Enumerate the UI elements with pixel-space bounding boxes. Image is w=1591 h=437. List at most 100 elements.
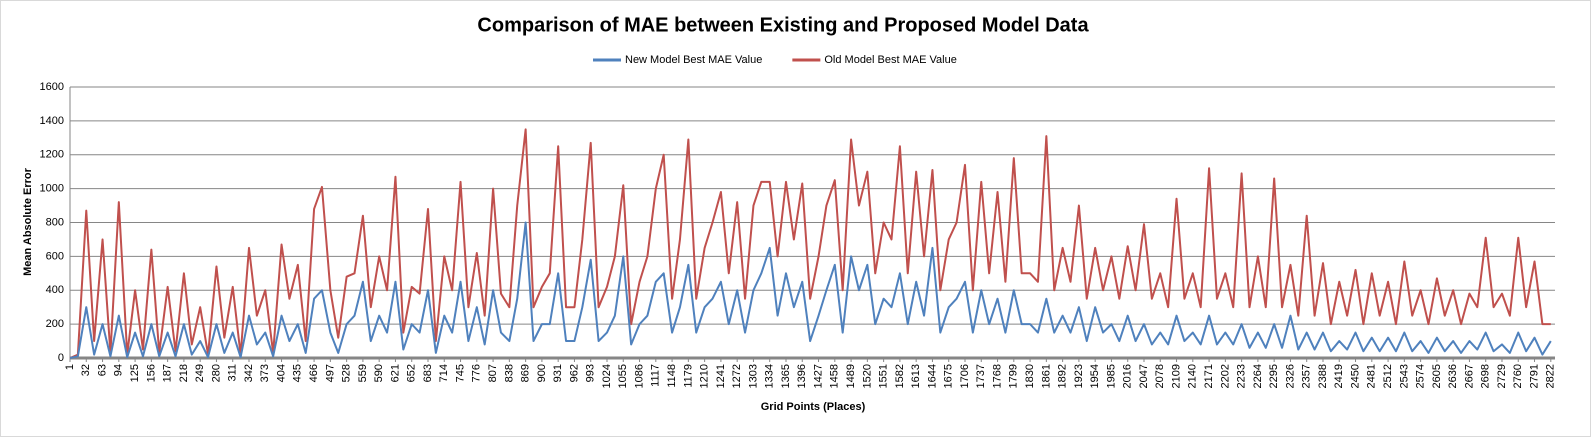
x-axis-title: Grid Points (Places): [761, 401, 866, 413]
x-tick-label: 2264: [1252, 364, 1264, 388]
y-tick-label: 800: [46, 216, 64, 228]
x-tick-label: 1117: [650, 364, 662, 387]
x-tick-label: 2667: [1463, 364, 1475, 388]
x-tick-label: 2543: [1398, 364, 1410, 388]
y-tick-label: 1600: [40, 81, 64, 93]
chart-title: Comparison of MAE between Existing and P…: [477, 14, 1089, 36]
x-tick-label: 2388: [1317, 364, 1329, 388]
x-tick-label: 156: [145, 364, 157, 382]
x-tick-label: 714: [438, 364, 450, 382]
x-tick-label: 435: [292, 364, 304, 382]
y-tick-label: 400: [46, 284, 64, 296]
x-tick-label: 1861: [1040, 364, 1052, 388]
x-tick-label: 2140: [1187, 364, 1199, 388]
x-tick-label: 1675: [943, 364, 955, 388]
x-tick-label: 311: [227, 364, 239, 382]
x-tick-label: 2016: [1122, 364, 1134, 388]
x-tick-label: 1613: [910, 364, 922, 388]
x-tick-label: 2295: [1268, 364, 1280, 388]
x-tick-label: 1892: [1057, 364, 1069, 388]
x-tick-label: 1551: [878, 364, 890, 388]
y-tick-label: 1400: [40, 115, 64, 127]
y-axis-title: Mean Absolute Error: [22, 167, 34, 275]
x-tick-label: 1086: [633, 364, 645, 388]
x-tick-label: 621: [389, 364, 401, 382]
y-tick-label: 0: [58, 352, 64, 364]
x-tick-label: 652: [406, 364, 418, 382]
x-tick-label: 993: [585, 364, 597, 382]
y-tick-label: 1200: [40, 149, 64, 161]
x-tick-label: 2760: [1512, 364, 1524, 388]
x-tick-label: 1334: [764, 364, 776, 388]
x-tick-label: 2574: [1415, 364, 1427, 388]
x-tick-label: 2419: [1333, 364, 1345, 388]
x-tick-label: 373: [259, 364, 271, 382]
x-tick-label: 2512: [1382, 364, 1394, 388]
x-tick-label: 2481: [1366, 364, 1378, 388]
x-tick-label: 404: [275, 364, 287, 382]
x-tick-label: 1830: [1024, 364, 1036, 388]
x-tick-label: 2047: [1138, 364, 1150, 388]
x-tick-label: 931: [552, 364, 564, 382]
y-tick-label: 600: [46, 250, 64, 262]
legend-label: Old Model Best MAE Value: [824, 54, 956, 66]
x-tick-label: 1055: [617, 364, 629, 388]
x-tick-label: 1458: [829, 364, 841, 388]
x-tick-label: 1148: [666, 364, 678, 388]
x-tick-label: 1737: [975, 364, 987, 388]
x-tick-label: 1799: [1008, 364, 1020, 388]
x-tick-label: 1706: [959, 364, 971, 388]
x-tick-label: 2078: [1154, 364, 1166, 388]
x-tick-label: 1489: [845, 364, 857, 388]
series-line: [69, 128, 1551, 359]
x-tick-label: 32: [80, 364, 92, 376]
x-tick-label: 497: [324, 364, 336, 382]
x-tick-label: 1644: [926, 364, 938, 388]
x-tick-label: 2326: [1284, 364, 1296, 388]
x-tick-label: 2202: [1219, 364, 1231, 388]
x-tick-label: 2729: [1496, 364, 1508, 388]
x-tick-label: 683: [422, 364, 434, 382]
x-tick-label: 218: [178, 364, 190, 382]
x-tick-label: 187: [162, 364, 174, 382]
x-tick-label: 2450: [1349, 364, 1361, 388]
y-tick-label: 200: [46, 318, 64, 330]
y-tick-label: 1000: [40, 183, 64, 195]
x-tick-label: 1024: [601, 364, 613, 388]
x-tick-label: 1768: [991, 364, 1003, 388]
x-tick-label: 1272: [731, 364, 743, 388]
x-tick-label: 559: [357, 364, 369, 382]
legend: New Model Best MAE Value Old Model Best M…: [593, 54, 957, 66]
x-tick-label: 2357: [1301, 364, 1313, 388]
x-tick-label: 1210: [699, 364, 711, 388]
x-tick-label: 249: [194, 364, 206, 382]
x-tick-label: 2233: [1236, 364, 1248, 388]
x-tick-label: 1923: [1073, 364, 1085, 388]
x-tick-label: 2791: [1528, 364, 1540, 388]
x-tick-label: 1365: [780, 364, 792, 388]
x-tick-label: 869: [520, 364, 532, 382]
x-tick-label: 1985: [1105, 364, 1117, 388]
series-line: [69, 221, 1552, 359]
x-tick-label: 94: [113, 364, 125, 376]
legend-label: New Model Best MAE Value: [625, 54, 762, 66]
x-tick-label: 342: [243, 364, 255, 382]
x-tick-label: 2109: [1170, 364, 1182, 388]
x-tick-label: 807: [487, 364, 499, 382]
x-tick-label: 745: [454, 364, 466, 382]
x-tick-label: 1427: [812, 364, 824, 388]
x-tick-label: 2698: [1480, 364, 1492, 388]
x-tick-label: 2636: [1447, 364, 1459, 388]
x-tick-label: 900: [536, 364, 548, 382]
x-tick-label: 1303: [747, 364, 759, 388]
x-tick-label: 1241: [715, 364, 727, 388]
x-tick-label: 590: [373, 364, 385, 382]
x-tick-label: 838: [503, 364, 515, 382]
x-tick-label: 2822: [1545, 364, 1557, 388]
x-tick-label: 1: [64, 364, 76, 370]
x-tick-label: 125: [129, 364, 141, 382]
x-tick-label: 1396: [796, 364, 808, 388]
x-tick-label: 2605: [1431, 364, 1443, 388]
